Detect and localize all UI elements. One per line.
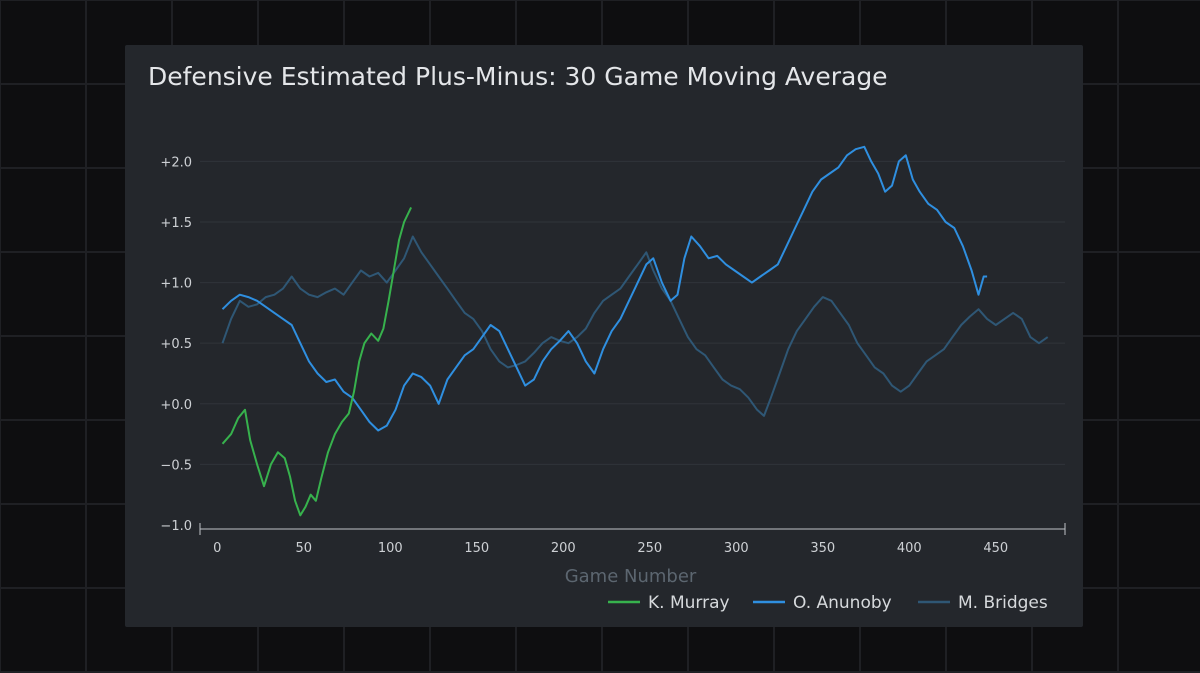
x-tick-label: 450 xyxy=(983,541,1008,556)
y-tick-label: +2.0 xyxy=(160,155,192,170)
x-tick-label: 150 xyxy=(464,541,489,556)
series-line-k-murray xyxy=(221,206,413,517)
x-tick-label: 0 xyxy=(213,541,221,556)
x-tick-label: 200 xyxy=(551,541,576,556)
chart-title: Defensive Estimated Plus-Minus: 30 Game … xyxy=(148,62,888,91)
legend-label[interactable]: O. Anunoby xyxy=(793,593,892,613)
chart-axes xyxy=(199,523,1066,535)
y-axis-ticks: +2.0 +1.5 +1.0 +0.5 +0.0 −0.5 −1.0 xyxy=(160,155,192,534)
legend-label[interactable]: K. Murray xyxy=(648,593,730,613)
y-tick-label: −0.5 xyxy=(160,458,192,473)
y-tick-label: +1.5 xyxy=(160,216,192,231)
x-axis-ticks: 0 50 100 150 200 250 300 350 400 450 xyxy=(213,541,1008,556)
x-tick-label: 50 xyxy=(296,541,313,556)
x-axis-title: Game Number xyxy=(565,566,697,587)
y-tick-label: +1.0 xyxy=(160,277,192,292)
series-line-m-bridges xyxy=(221,235,1049,417)
y-tick-label: +0.0 xyxy=(160,398,192,413)
x-tick-label: 300 xyxy=(724,541,749,556)
y-tick-label: +0.5 xyxy=(160,337,192,352)
x-tick-label: 400 xyxy=(897,541,922,556)
legend-label[interactable]: M. Bridges xyxy=(958,593,1048,613)
chart-legend: K. Murray O. Anunoby M. Bridges xyxy=(608,593,1048,613)
plot-gridlines xyxy=(200,160,1065,465)
y-tick-label: −1.0 xyxy=(160,519,192,534)
x-tick-label: 100 xyxy=(378,541,403,556)
series-line-o-anunoby xyxy=(221,145,988,432)
series-lines xyxy=(221,145,1049,517)
x-tick-label: 350 xyxy=(810,541,835,556)
x-tick-label: 250 xyxy=(637,541,662,556)
chart-card xyxy=(125,45,1083,627)
